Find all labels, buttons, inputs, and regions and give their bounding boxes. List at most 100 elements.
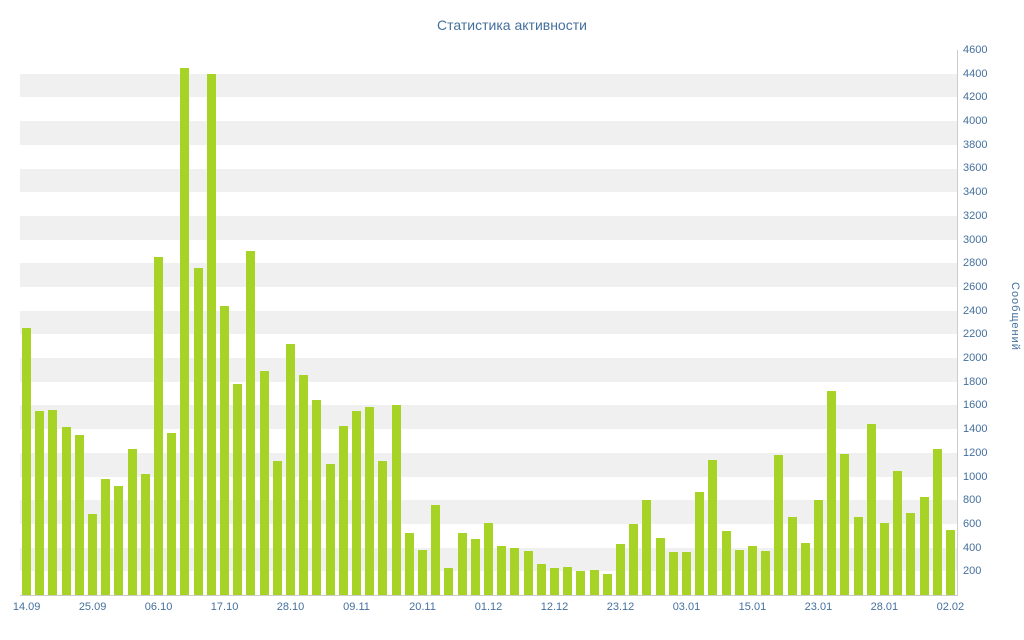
bar-37 — [510, 547, 520, 595]
x-tick-label: 09.11 — [343, 601, 370, 613]
y-tick-label: 4000 — [963, 115, 988, 128]
bar-54 — [734, 549, 744, 595]
x-tick-label: 20.11 — [409, 601, 436, 613]
grid-stripe — [20, 215, 957, 240]
bar-63 — [853, 516, 863, 595]
y-tick-label: 3800 — [963, 138, 988, 151]
bar-15 — [220, 305, 230, 595]
bar-66 — [893, 470, 903, 595]
bar-24 — [338, 425, 348, 595]
x-tick-label: 03.01 — [672, 601, 701, 613]
x-tick-label: 14.09 — [12, 601, 41, 613]
x-tick-label: 28.01 — [870, 601, 899, 613]
bar-57 — [774, 455, 784, 595]
bar-27 — [378, 461, 388, 595]
bar-18 — [259, 371, 269, 595]
bar-30 — [418, 549, 427, 595]
y-tick-label: 200 — [963, 565, 982, 578]
y-tick-label: 2200 — [963, 328, 988, 341]
bar-28 — [391, 405, 401, 595]
bar-31 — [431, 504, 441, 595]
bar-12 — [180, 67, 190, 595]
x-tick-label: 01.12 — [474, 601, 503, 613]
bar-34 — [470, 539, 480, 595]
bar-13 — [193, 268, 203, 595]
bar-51 — [695, 491, 705, 595]
bar-23 — [325, 463, 335, 595]
bar-64 — [866, 424, 876, 595]
y-tick-label: 4200 — [963, 91, 988, 104]
bar-43 — [589, 570, 599, 595]
bar-36 — [497, 546, 507, 595]
bar-26 — [365, 406, 375, 595]
x-tick-label: 12.12 — [540, 601, 569, 613]
bar-6 — [101, 478, 111, 595]
bar-45 — [615, 544, 625, 595]
bar-48 — [655, 538, 665, 595]
bar-8 — [127, 449, 137, 595]
y-tick-label: 1400 — [963, 423, 988, 436]
y-tick-label: 2400 — [963, 304, 988, 317]
bar-4 — [74, 435, 84, 595]
y-axis-line — [957, 50, 958, 596]
bar-0 — [22, 328, 32, 595]
bar-65 — [879, 522, 889, 595]
bar-1 — [35, 411, 45, 595]
y-tick-label: 1600 — [963, 399, 988, 412]
bar-49 — [668, 552, 678, 595]
bar-19 — [272, 461, 282, 595]
bar-7 — [114, 486, 124, 595]
bar-61 — [827, 391, 837, 595]
x-tick-label: 23.01 — [804, 601, 833, 613]
bar-52 — [708, 459, 718, 595]
y-tick-label: 4600 — [963, 44, 988, 56]
grid-stripe — [20, 168, 957, 193]
x-tick-label: 15.01 — [738, 601, 767, 613]
y-tick-label: 1200 — [963, 446, 988, 459]
bar-53 — [721, 531, 731, 595]
bar-68 — [919, 496, 929, 595]
bar-16 — [233, 384, 243, 595]
bar-5 — [88, 514, 98, 595]
bar-35 — [484, 522, 493, 595]
y-tick-label: 3000 — [963, 233, 988, 246]
y-axis-title: Сообщений — [1009, 282, 1021, 351]
x-tick-label: 23.12 — [606, 601, 635, 613]
bar-70 — [945, 529, 955, 595]
bar-44 — [602, 573, 612, 595]
y-tick-label: 400 — [963, 541, 982, 554]
plot-area — [20, 50, 957, 595]
bar-41 — [563, 566, 573, 595]
y-tick-label: 2600 — [963, 280, 988, 293]
bar-47 — [642, 500, 652, 595]
grid-stripe — [20, 73, 957, 98]
bar-9 — [140, 474, 150, 595]
bar-60 — [813, 500, 823, 595]
x-tick-label: 02.02 — [936, 601, 965, 613]
y-tick-label: 4400 — [963, 67, 988, 80]
bar-39 — [536, 564, 546, 595]
bar-55 — [747, 546, 757, 595]
y-tick-label: 1000 — [963, 470, 988, 483]
x-axis-line — [20, 595, 958, 596]
y-tick-label: 3200 — [963, 209, 988, 222]
x-tick-label: 17.10 — [210, 601, 239, 613]
bar-29 — [404, 533, 414, 595]
y-tick-label: 2800 — [963, 257, 988, 270]
y-tick-label: 2000 — [963, 352, 988, 365]
bar-10 — [154, 257, 164, 595]
bar-21 — [299, 374, 309, 595]
bar-50 — [681, 552, 691, 595]
y-tick-label: 3400 — [963, 186, 988, 199]
bar-33 — [457, 533, 467, 595]
bar-69 — [932, 449, 942, 595]
y-tick-label: 600 — [963, 517, 982, 530]
y-tick-label: 3600 — [963, 162, 988, 175]
x-tick-label: 06.10 — [144, 601, 173, 613]
bar-42 — [576, 571, 586, 595]
bar-14 — [206, 73, 216, 595]
bar-62 — [840, 454, 850, 595]
bar-46 — [629, 523, 639, 595]
bar-38 — [523, 551, 533, 595]
